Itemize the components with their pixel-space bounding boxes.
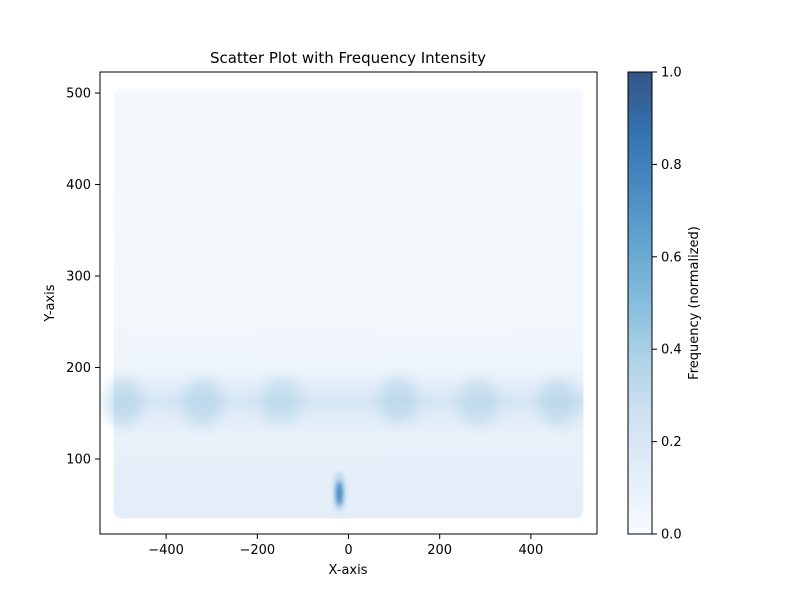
- frequency-cluster: [182, 378, 223, 427]
- y-tick-label: 500: [66, 87, 91, 102]
- frequency-cluster: [458, 378, 499, 427]
- y-tick-label: 100: [66, 452, 91, 467]
- chart-title: Scatter Plot with Frequency Intensity: [210, 49, 486, 67]
- frequency-cluster: [102, 378, 143, 427]
- colorbar-frame: [627, 71, 653, 535]
- frequency-cluster: [261, 376, 302, 425]
- x-axis-label: X-axis: [329, 563, 368, 578]
- frequency-cluster: [538, 378, 579, 427]
- colorbar-tick-label: 1.0: [661, 66, 682, 81]
- x-tick-label: 400: [518, 543, 543, 558]
- colorbar-tick-label: 0.6: [661, 250, 682, 265]
- y-axis-label: Y-axis: [43, 284, 58, 322]
- colorbar-ticks: 0.0 0.2 0.4 0.6 0.8 1.0: [652, 66, 682, 543]
- density-field: [113, 88, 584, 519]
- x-axis-ticks: −400 −200 0 200 400: [148, 534, 543, 558]
- colorbar-tick-label: 0.8: [661, 158, 682, 173]
- frequency-cluster: [336, 481, 343, 506]
- colorbar-tick-label: 0.0: [661, 528, 682, 543]
- x-tick-label: −200: [239, 543, 275, 558]
- y-tick-label: 200: [66, 361, 91, 376]
- frequency-clusters: [102, 376, 579, 512]
- colorbar-tick-label: 0.2: [661, 435, 682, 450]
- colorbar-label: Frequency (normalized): [687, 226, 702, 380]
- y-tick-label: 400: [66, 178, 91, 193]
- x-tick-label: 0: [344, 543, 352, 558]
- colorbar: [628, 72, 652, 534]
- colorbar-tick-label: 0.4: [661, 343, 682, 358]
- x-tick-label: 200: [427, 543, 452, 558]
- y-axis-ticks: 100 200 300 400 500: [66, 87, 100, 467]
- y-tick-label: 300: [66, 270, 91, 285]
- plot-area: [102, 88, 584, 519]
- frequency-cluster: [378, 376, 419, 425]
- x-tick-label: −400: [148, 543, 184, 558]
